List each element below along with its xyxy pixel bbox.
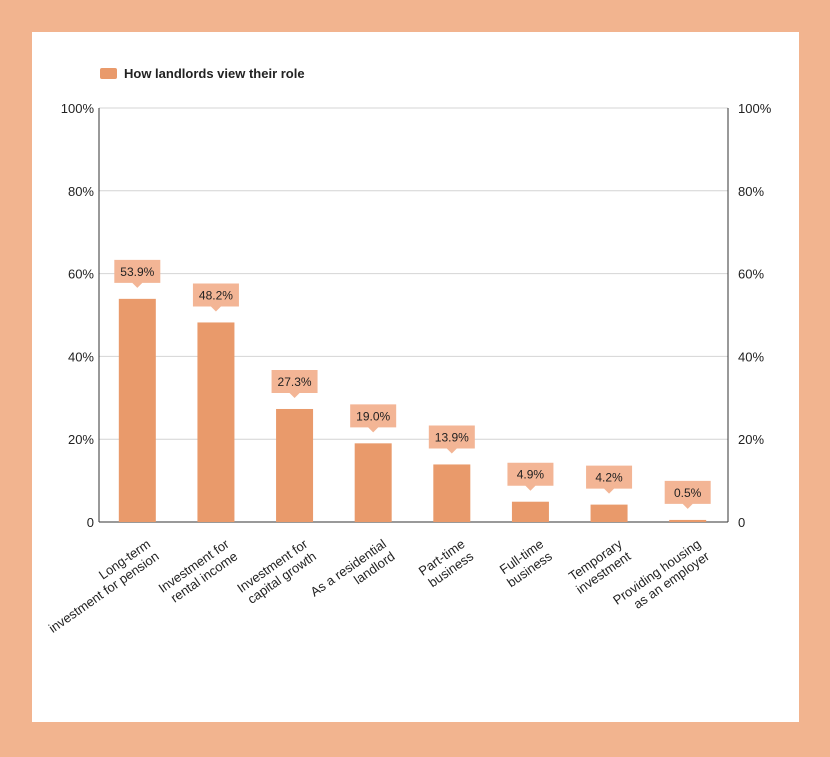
y-tick-label-left: 100%	[61, 101, 95, 116]
bar	[118, 298, 156, 522]
data-label-box	[664, 480, 711, 509]
data-label: 48.2%	[199, 288, 233, 302]
y-tick-label-right: 80%	[738, 184, 764, 199]
x-tick-label: Investment forcapital growth	[234, 536, 319, 608]
bar	[354, 443, 392, 522]
y-tick-label-left: 40%	[68, 349, 94, 364]
data-label: 4.9%	[517, 468, 545, 482]
y-tick-label-left: 80%	[68, 184, 94, 199]
bar	[590, 504, 628, 522]
data-label-box	[192, 283, 239, 312]
x-tick-label: Providing housingas an employer	[610, 536, 712, 620]
data-label-box	[586, 465, 633, 494]
data-label: 27.3%	[278, 375, 312, 389]
data-label-box	[350, 404, 397, 433]
y-tick-label-right: 20%	[738, 432, 764, 447]
bar	[511, 501, 549, 522]
data-label: 0.5%	[674, 486, 702, 500]
y-tick-label-right: 0	[738, 515, 745, 530]
bar	[433, 464, 471, 522]
x-tick-label: Investment forrental income	[156, 536, 241, 608]
bar	[197, 322, 235, 522]
data-label: 4.2%	[595, 471, 623, 485]
data-label-box	[507, 462, 554, 491]
y-tick-label-left: 60%	[68, 267, 94, 282]
x-tick-label: Full-timebusiness	[496, 536, 556, 590]
x-tick-label: As a residentiallandlord	[307, 536, 397, 612]
x-tick-label: Part-timebusiness	[416, 536, 477, 591]
chart-card	[32, 32, 799, 722]
data-label: 13.9%	[435, 430, 469, 444]
data-label: 19.0%	[356, 409, 390, 423]
y-tick-label-right: 40%	[738, 349, 764, 364]
x-tick-label-line: investment for pension	[46, 548, 162, 635]
y-tick-label-left: 0	[87, 515, 94, 530]
legend-label: How landlords view their role	[124, 66, 305, 81]
data-label-box	[114, 259, 161, 288]
bar	[669, 519, 707, 522]
y-tick-label-right: 100%	[738, 101, 772, 116]
bar	[276, 408, 314, 522]
data-label: 53.9%	[120, 265, 154, 279]
legend: How landlords view their role	[100, 66, 305, 81]
data-label-box	[428, 425, 475, 454]
x-tick-label: Long-terminvestment for pension	[37, 536, 161, 636]
data-label-box	[271, 369, 318, 398]
y-tick-label-right: 60%	[738, 267, 764, 282]
y-tick-label-left: 20%	[68, 432, 94, 447]
legend-swatch	[100, 68, 117, 79]
